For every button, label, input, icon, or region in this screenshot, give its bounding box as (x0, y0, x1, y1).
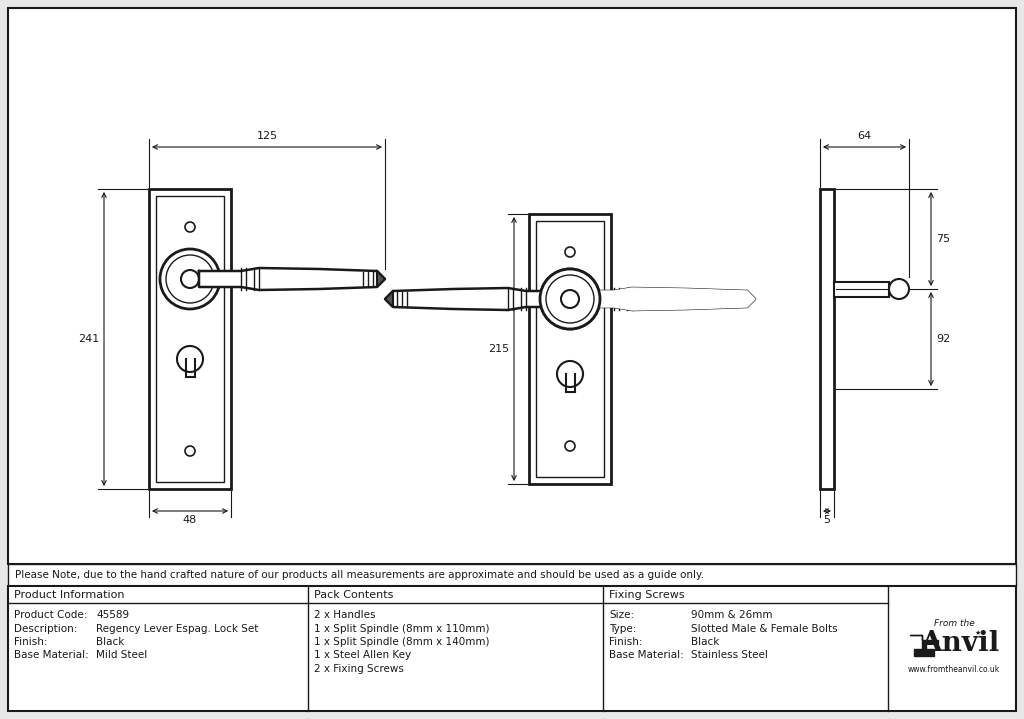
Circle shape (561, 290, 579, 308)
Text: 75: 75 (936, 234, 950, 244)
Text: Finish:: Finish: (609, 637, 642, 647)
Text: 2 x Fixing Screws: 2 x Fixing Screws (314, 664, 403, 674)
Text: Stainless Steel: Stainless Steel (691, 651, 768, 661)
Polygon shape (199, 268, 385, 290)
Polygon shape (565, 374, 574, 392)
Text: 125: 125 (256, 131, 278, 141)
Circle shape (181, 270, 199, 288)
Text: Type:: Type: (609, 623, 636, 633)
Text: 2 x Handles: 2 x Handles (314, 610, 376, 620)
Circle shape (540, 269, 600, 329)
Bar (529, 214, 611, 484)
Polygon shape (910, 634, 938, 656)
Bar (8, 8, 1016, 564)
Text: 1 x Steel Allen Key: 1 x Steel Allen Key (314, 651, 411, 661)
Text: Product Code:: Product Code: (14, 610, 87, 620)
Text: Anvil: Anvil (921, 630, 999, 657)
Circle shape (540, 269, 600, 329)
Circle shape (889, 279, 909, 299)
Text: 1 x Split Spindle (8mm x 140mm): 1 x Split Spindle (8mm x 140mm) (314, 637, 489, 647)
Polygon shape (385, 291, 393, 307)
Polygon shape (177, 346, 203, 372)
Text: Pack Contents: Pack Contents (314, 590, 393, 600)
Text: 90mm & 26mm: 90mm & 26mm (691, 610, 772, 620)
Text: Finish:: Finish: (14, 637, 47, 647)
Text: Black: Black (691, 637, 720, 647)
Polygon shape (557, 361, 583, 387)
Text: 241: 241 (78, 334, 99, 344)
Circle shape (160, 249, 220, 309)
Text: 215: 215 (487, 344, 509, 354)
Bar (8, 586, 1016, 711)
Polygon shape (579, 288, 755, 310)
Polygon shape (579, 288, 755, 310)
Bar (834, 282, 889, 296)
Text: Mild Steel: Mild Steel (96, 651, 147, 661)
Text: 45589: 45589 (96, 610, 129, 620)
Text: 92: 92 (936, 334, 950, 344)
Text: Black: Black (96, 637, 124, 647)
Circle shape (561, 290, 579, 308)
Polygon shape (185, 359, 195, 377)
Text: ★: ★ (975, 630, 981, 636)
Text: Product Information: Product Information (14, 590, 125, 600)
Bar (820, 189, 834, 489)
Bar (150, 189, 231, 489)
Text: Fixing Screws: Fixing Screws (609, 590, 685, 600)
Text: 1 x Split Spindle (8mm x 110mm): 1 x Split Spindle (8mm x 110mm) (314, 623, 489, 633)
Text: Please Note, due to the hand crafted nature of our products all measurements are: Please Note, due to the hand crafted nat… (15, 570, 705, 580)
Text: Base Material:: Base Material: (14, 651, 89, 661)
Text: Description:: Description: (14, 623, 78, 633)
Polygon shape (746, 291, 755, 307)
Text: 5: 5 (823, 515, 830, 525)
Text: 48: 48 (183, 515, 198, 525)
Text: 64: 64 (857, 131, 871, 141)
Bar (8, 564, 1016, 586)
Text: Base Material:: Base Material: (609, 651, 684, 661)
Polygon shape (377, 271, 385, 287)
Text: Size:: Size: (609, 610, 634, 620)
Text: Regency Lever Espag. Lock Set: Regency Lever Espag. Lock Set (96, 623, 258, 633)
Bar (156, 196, 224, 482)
Text: www.fromtheanvil.co.uk: www.fromtheanvil.co.uk (908, 664, 1000, 674)
Polygon shape (385, 288, 561, 310)
Text: From the: From the (934, 620, 975, 628)
Bar (536, 221, 604, 477)
Text: Slotted Male & Female Bolts: Slotted Male & Female Bolts (691, 623, 838, 633)
